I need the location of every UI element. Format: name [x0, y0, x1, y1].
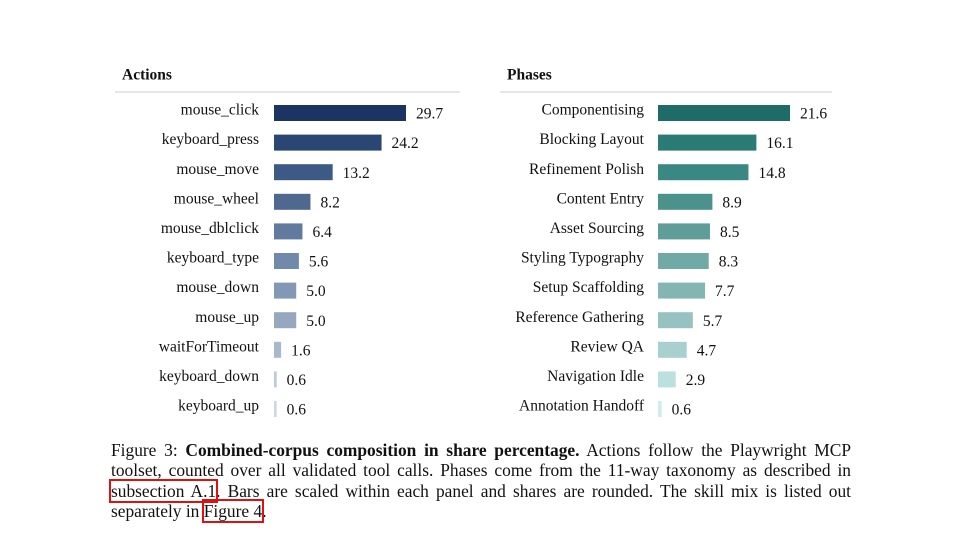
value-label: 5.0: [306, 313, 326, 330]
category-label: mouse_dblclick: [161, 220, 259, 237]
bar: [274, 282, 297, 299]
category-label: mouse_click: [181, 102, 260, 119]
category-label: mouse_wheel: [174, 190, 259, 207]
caption-text: . Bars are scaled within each panel and …: [111, 480, 851, 521]
category-label: Componentising: [542, 102, 645, 119]
bar: [658, 134, 757, 151]
value-label: 2.9: [686, 372, 706, 389]
bar: [658, 193, 713, 210]
figure: Actions mouse_click 29.7 keyboard_press 24.2…: [115, 67, 832, 419]
category-label: mouse_move: [176, 161, 259, 178]
bar: [658, 223, 710, 240]
category-label: Reference Gathering: [515, 309, 644, 326]
category-label: Refinement Polish: [529, 161, 644, 178]
value-label: 0.6: [287, 402, 307, 419]
value-label: 7.7: [715, 283, 735, 300]
value-label: 29.7: [416, 106, 443, 123]
value-label: 4.7: [697, 342, 717, 359]
bar: [658, 164, 749, 181]
caption-bold: Combined-corpus composition in share per…: [185, 440, 580, 460]
value-label: 8.5: [720, 224, 740, 241]
panel-title: Phases: [507, 67, 552, 84]
category-label: keyboard_type: [167, 250, 259, 267]
bar: [274, 105, 406, 121]
category-label: Annotation Handoff: [519, 398, 645, 415]
value-label: 8.3: [719, 254, 739, 271]
category-label: Styling Typography: [521, 250, 644, 267]
caption-text: .: [262, 500, 267, 521]
category-label: keyboard_press: [162, 131, 259, 148]
value-label: 0.6: [672, 402, 692, 419]
value-label: 21.6: [800, 106, 827, 123]
category-label: Review QA: [570, 338, 644, 355]
bar: [274, 401, 277, 417]
category-label: Navigation Idle: [547, 368, 644, 385]
bar: [274, 312, 297, 329]
panel-title: Actions: [122, 67, 172, 84]
caption-link[interactable]: subsection A.1: [108, 478, 219, 503]
value-label: 8.2: [320, 194, 339, 211]
value-label: 5.0: [306, 283, 326, 300]
caption: Figure 3: Combined-corpus composition in…: [108, 440, 851, 523]
category-label: mouse_up: [195, 309, 259, 326]
value-label: 1.6: [291, 342, 311, 359]
category-label: Setup Scaffolding: [533, 279, 644, 296]
bar: [658, 312, 693, 329]
category-label: Blocking Layout: [539, 131, 644, 148]
bar: [658, 371, 676, 388]
bar: [274, 223, 303, 240]
bar: [274, 164, 333, 181]
category-label: keyboard_down: [159, 368, 259, 385]
caption-label: Figure 3:: [111, 440, 178, 460]
category-label: keyboard_up: [178, 398, 259, 415]
caption-link[interactable]: Figure 4: [201, 498, 265, 523]
value-label: 5.7: [703, 313, 723, 330]
bar: [658, 401, 662, 417]
bar: [658, 282, 706, 299]
caption-text: Actions follow the Playwright MCP toolse…: [111, 440, 851, 481]
value-label: 13.2: [343, 165, 370, 182]
category-label: Content Entry: [557, 190, 645, 207]
bar: [274, 253, 299, 269]
value-label: 6.4: [312, 224, 332, 241]
category-label: waitForTimeout: [159, 338, 260, 355]
value-label: 0.6: [287, 372, 307, 389]
bar: [274, 341, 282, 358]
value-label: 8.9: [722, 194, 742, 211]
bar: [274, 134, 382, 151]
bar: [658, 253, 709, 269]
category-label: mouse_down: [176, 279, 259, 296]
bar: [658, 341, 687, 358]
bar: [274, 193, 311, 210]
category-label: Asset Sourcing: [550, 220, 645, 237]
value-label: 14.8: [758, 165, 785, 182]
bar: [658, 105, 790, 121]
value-label: 5.6: [309, 254, 329, 271]
value-label: 16.1: [766, 135, 793, 152]
value-label: 24.2: [392, 135, 419, 152]
bar: [274, 371, 277, 388]
